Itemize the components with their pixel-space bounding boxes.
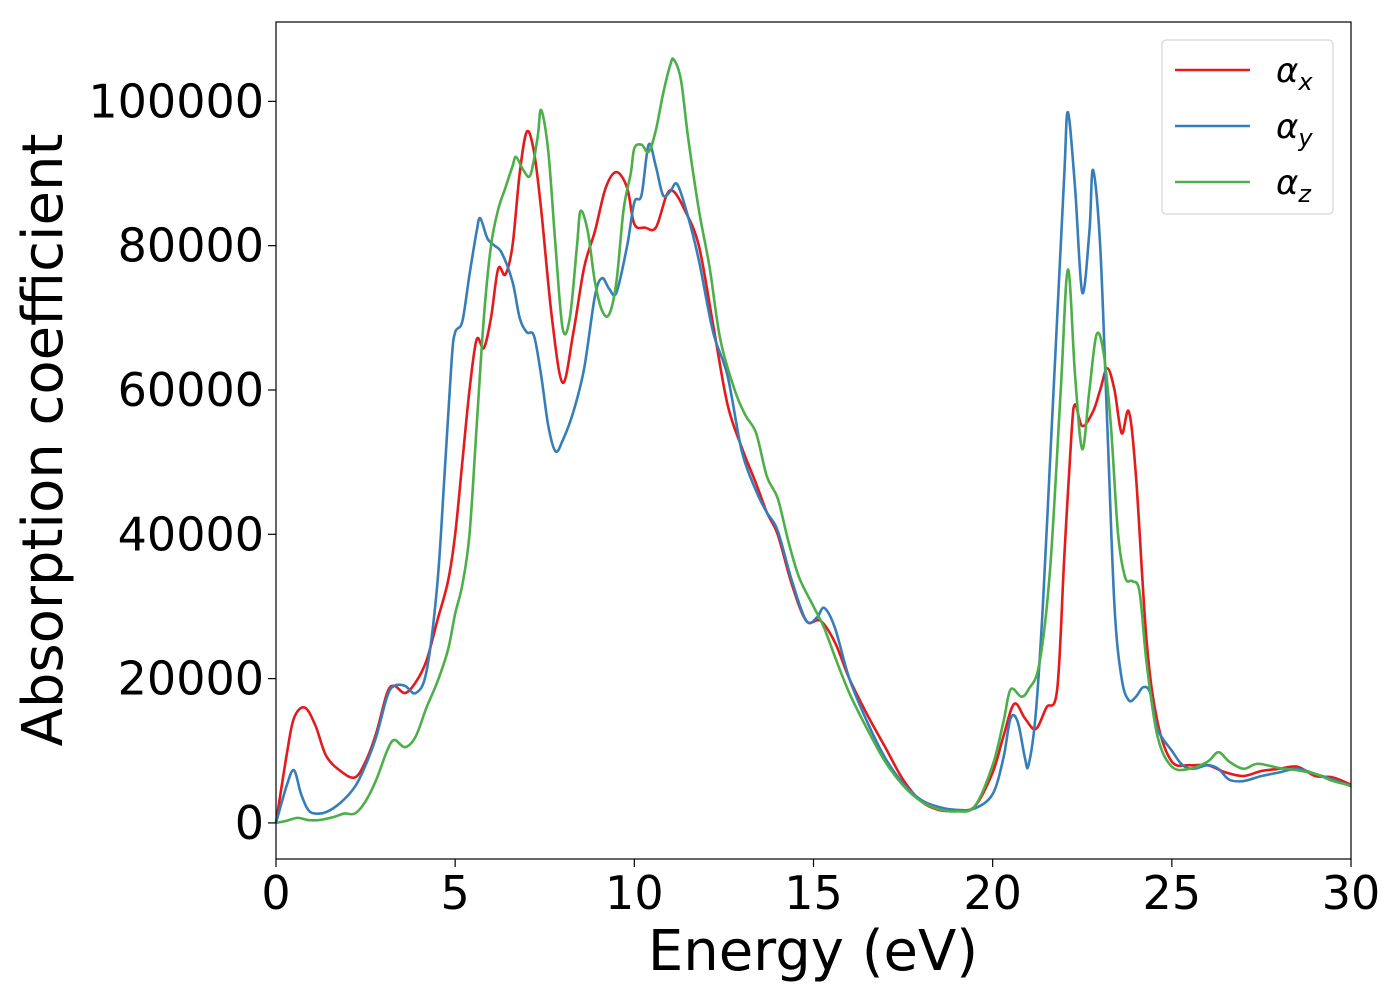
x-axis-ticks: 0 5 10 15 20 25 30	[261, 859, 1380, 920]
series-lines	[274, 57, 1352, 825]
x-axis-title: Energy (eV)	[648, 919, 978, 984]
y-tick-label: 0	[235, 796, 264, 850]
legend-label-x: αx	[1276, 51, 1313, 96]
legend-entries: αx αy αz	[1175, 51, 1313, 208]
y-axis-ticks: 0 20000 40000 60000 80000 100000	[88, 74, 276, 850]
x-tick-label: 25	[1143, 866, 1202, 920]
x-tick-label: 20	[963, 866, 1022, 920]
x-tick-label: 5	[441, 866, 470, 920]
x-tick-label: 30	[1322, 866, 1381, 920]
y-tick-label: 20000	[118, 652, 264, 706]
y-tick-label: 80000	[118, 219, 264, 273]
series-line-x	[274, 129, 1352, 824]
legend-label-y: αy	[1276, 107, 1313, 152]
y-tick-label: 100000	[88, 74, 264, 128]
y-axis-title: Absorption coefficient	[11, 134, 76, 747]
legend: αx αy αz	[1161, 39, 1334, 215]
y-tick-label: 40000	[118, 507, 264, 561]
legend-label-z: αz	[1276, 163, 1312, 208]
x-tick-label: 10	[605, 866, 664, 920]
x-tick-label: 0	[261, 866, 290, 920]
series-line-z	[275, 57, 1352, 825]
y-tick-label: 60000	[118, 363, 264, 417]
series-line-y	[274, 110, 1352, 824]
x-tick-label: 15	[784, 866, 843, 920]
